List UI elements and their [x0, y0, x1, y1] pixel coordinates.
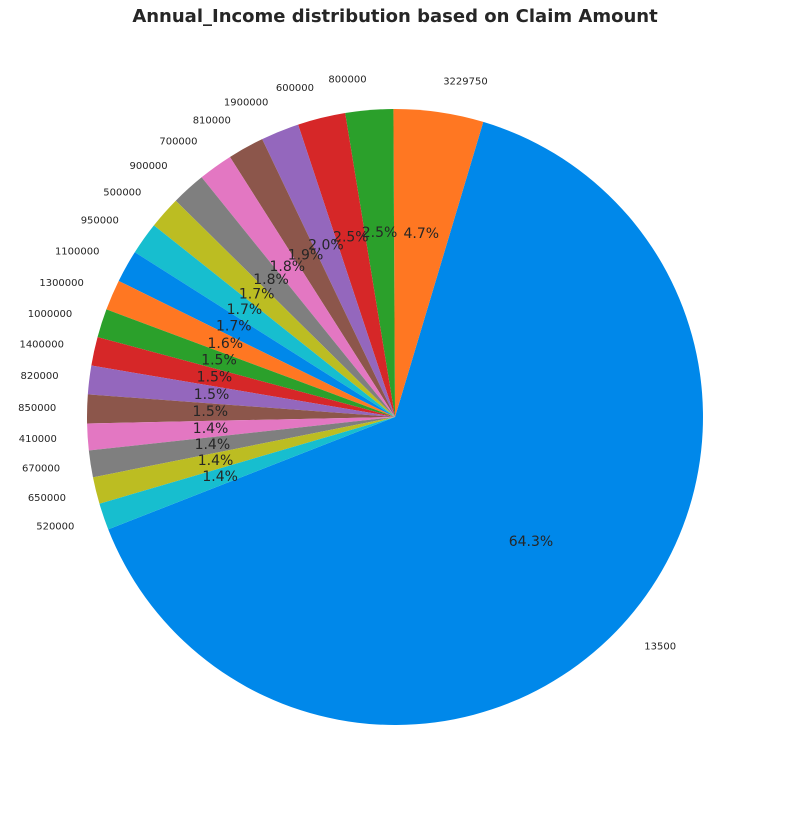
pie-slice: [106, 280, 396, 417]
slice-percent-label: 1.7%: [239, 286, 275, 302]
slice-percent-label: 1.5%: [197, 370, 233, 386]
pie-slice: [91, 337, 395, 417]
slice-category-label: 650000: [28, 493, 66, 504]
pie-slice: [298, 113, 395, 417]
slice-category-label: 810000: [193, 116, 231, 127]
slice-category-label: 950000: [81, 216, 119, 227]
slice-category-label: 1900000: [224, 98, 269, 109]
pie-slice: [229, 139, 395, 417]
slice-percent-label: 1.4%: [202, 469, 238, 485]
slice-category-label: 1100000: [55, 246, 100, 257]
slice-percent-label: 1.7%: [216, 319, 252, 335]
slice-category-label: 850000: [18, 403, 56, 414]
pie-slice: [97, 309, 395, 417]
slice-percent-label: 1.8%: [270, 259, 306, 275]
pie-slice: [87, 365, 395, 417]
slice-percent-label: 2.0%: [308, 238, 344, 254]
pie-slice: [345, 109, 395, 417]
slice-category-label: 900000: [129, 161, 167, 172]
slice-percent-label: 1.4%: [198, 453, 234, 469]
pie-slice: [262, 124, 395, 417]
slice-percent-label: 1.6%: [208, 336, 244, 352]
slice-percent-label: 2.5%: [333, 230, 369, 246]
pie-slice: [118, 252, 396, 417]
pie-slice: [201, 156, 395, 417]
slice-category-label: 1000000: [28, 309, 73, 320]
pie-slice: [87, 417, 395, 451]
slice-category-label: 1300000: [39, 278, 84, 289]
pie-slice: [153, 200, 395, 417]
slice-percent-label: 1.8%: [253, 272, 289, 288]
slice-category-label: 520000: [36, 522, 74, 533]
pie-slice: [92, 417, 395, 504]
slice-percent-label: 1.5%: [192, 404, 228, 420]
slice-category-label: 500000: [103, 187, 141, 198]
pie-slice: [88, 417, 395, 478]
slice-category-label: 410000: [19, 434, 57, 445]
pie-slice: [134, 225, 396, 417]
pie-slice: [108, 121, 703, 725]
slice-category-label: 820000: [20, 371, 58, 382]
slice-category-label: 600000: [276, 83, 314, 94]
slice-percent-label: 1.4%: [193, 421, 229, 437]
slice-percent-label: 64.3%: [509, 534, 553, 550]
slice-category-label: 1400000: [19, 340, 64, 351]
slice-percent-label: 1.5%: [201, 353, 237, 369]
pie-slice: [87, 394, 395, 424]
pie-slice: [393, 108, 484, 418]
slice-category-label: 670000: [22, 464, 60, 475]
slice-percent-label: 4.7%: [404, 226, 440, 242]
slice-percent-label: 1.7%: [227, 302, 263, 318]
slice-category-label: 800000: [328, 74, 366, 85]
slice-percent-label: 1.5%: [194, 387, 230, 403]
slice-percent-label: 1.4%: [195, 437, 231, 453]
chart-title: Annual_Income distribution based on Clai…: [132, 6, 658, 27]
slice-percent-label: 2.5%: [362, 225, 398, 241]
pie-slice: [99, 417, 396, 530]
slice-percent-label: 1.9%: [288, 247, 324, 263]
slice-category-label: 3229750: [443, 77, 488, 88]
slice-category-label: 700000: [159, 137, 197, 148]
pie-slice: [175, 177, 395, 417]
slice-category-label: 13500: [644, 641, 676, 652]
